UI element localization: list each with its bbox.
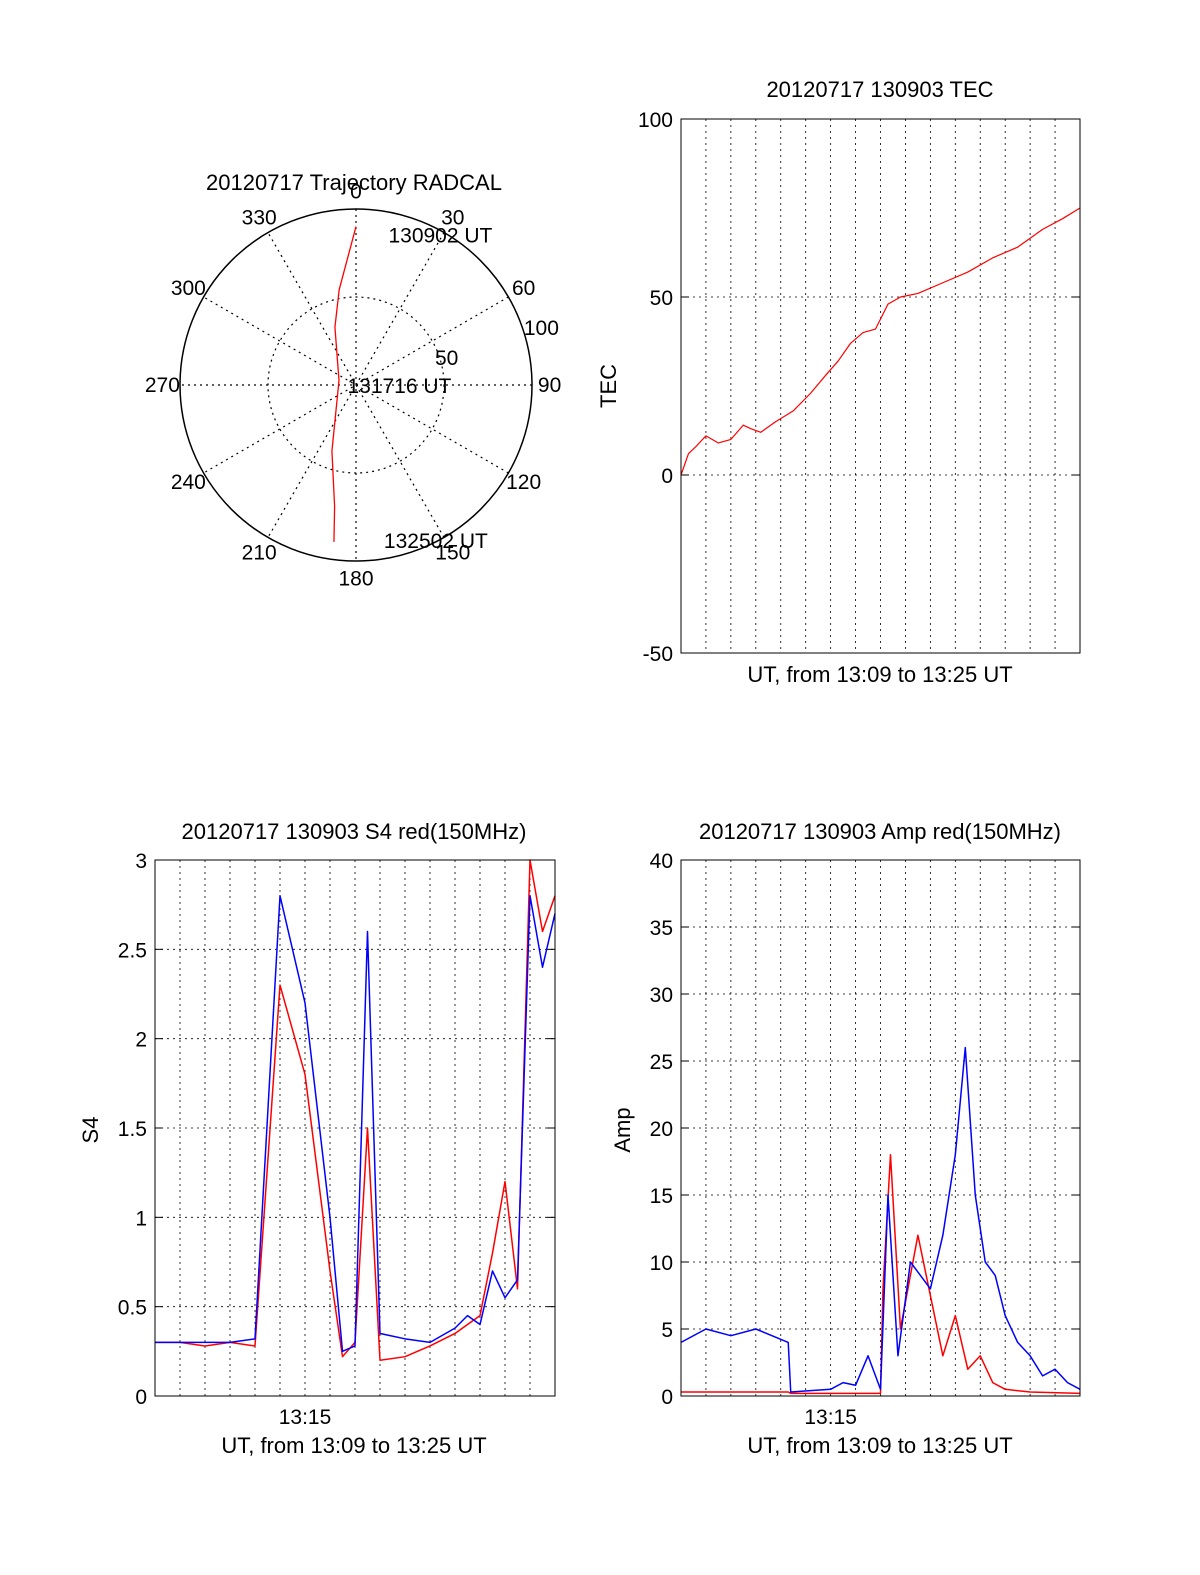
- trajectory-annotations: 130902 UT 131716 UT 132502 UT: [347, 225, 492, 553]
- series-line-blue: [155, 894, 556, 1353]
- trajectory-polar-chart: 20120717 Trajectory RADCAL 0 30 60 90 120 150…: [145, 170, 561, 591]
- tec-yticks: -50 0 50 100: [638, 109, 1080, 666]
- y-tick-label: 1: [135, 1207, 147, 1230]
- series-line-blue: [680, 1046, 1081, 1393]
- polar-angle-tick-label: 270: [145, 374, 180, 397]
- polar-angle-tick-label: 120: [506, 471, 541, 494]
- amp-ylabel: Amp: [610, 1107, 635, 1152]
- y-tick-label: -50: [643, 643, 673, 666]
- s4-ylabel: S4: [78, 1117, 103, 1144]
- polar-angle-tick-label: 210: [242, 542, 277, 565]
- polar-angle-tick-label: 300: [171, 277, 206, 300]
- s4-xlabel: UT, from 13:09 to 13:25 UT: [221, 1433, 486, 1458]
- y-tick-label: 5: [661, 1319, 673, 1342]
- series-line-red: [681, 1154, 1081, 1395]
- y-tick-label: 2: [135, 1029, 147, 1052]
- y-tick-label: 2.5: [118, 939, 147, 962]
- tec-chart: 20120717 130903 TEC UT, from 13:09 to 13…: [596, 77, 1081, 687]
- tec-grid: [681, 119, 1080, 653]
- tec-ylabel: TEC: [596, 364, 621, 408]
- y-tick-label: 30: [650, 984, 673, 1007]
- y-tick-label: 0: [661, 465, 673, 488]
- series-line-red: [155, 859, 556, 1362]
- y-tick-label: 25: [650, 1051, 673, 1074]
- polar-angle-tick-label: 240: [171, 471, 206, 494]
- s4-title: 20120717 130903 S4 red(150MHz): [182, 819, 527, 844]
- series-line-red: [680, 207, 1081, 476]
- polar-radial-tick-label: 50: [435, 347, 458, 370]
- y-tick-label: 20: [650, 1118, 673, 1141]
- trajectory-time-label: 131716 UT: [347, 375, 451, 398]
- x-tick-label: 13:15: [804, 1406, 857, 1429]
- polar-angle-tick-label: 90: [538, 374, 561, 397]
- polar-angle-tick-label: 180: [338, 568, 373, 591]
- polar-angle-tick-label: 60: [512, 277, 535, 300]
- y-tick-label: 40: [650, 850, 673, 873]
- y-tick-label: 3: [135, 850, 147, 873]
- amp-chart: 20120717 130903 Amp red(150MHz) UT, from…: [610, 819, 1081, 1458]
- tec-plot-frame: [680, 118, 1081, 654]
- tec-xlabel: UT, from 13:09 to 13:25 UT: [747, 662, 1012, 687]
- s4-grid: [155, 860, 555, 1396]
- y-tick-label: 15: [650, 1185, 673, 1208]
- polar-angle-tick-label: 330: [242, 206, 277, 229]
- y-tick-label: 0: [135, 1386, 147, 1409]
- trajectory-time-label: 130902 UT: [388, 225, 492, 248]
- polar-spoke: [267, 232, 445, 538]
- y-tick-label: 35: [650, 917, 673, 940]
- amp-series: [680, 1046, 1081, 1395]
- y-tick-label: 1.5: [118, 1118, 147, 1141]
- trajectory-title: 20120717 Trajectory RADCAL: [206, 170, 502, 195]
- y-tick-label: 0: [661, 1386, 673, 1409]
- amp-title: 20120717 130903 Amp red(150MHz): [699, 819, 1061, 844]
- amp-ticks: 0 5 10 15 20 25 30 35 40 13:15: [650, 850, 1080, 1429]
- polar-angle-tick-label: 0: [350, 180, 362, 203]
- y-tick-label: 50: [650, 287, 673, 310]
- s4-plot-frame: [154, 859, 556, 1397]
- amp-xlabel: UT, from 13:09 to 13:25 UT: [747, 1433, 1012, 1458]
- s4-series: [155, 859, 556, 1362]
- polar-angle-tick-label: 150: [435, 542, 470, 565]
- polar-radial-tick-label: 100: [524, 317, 559, 340]
- amp-plot-frame: [680, 859, 1081, 1397]
- polar-angle-tick-label: 30: [441, 206, 464, 229]
- trajectory-time-label: 132502 UT: [384, 530, 488, 553]
- x-tick-label: 13:15: [279, 1406, 332, 1429]
- tec-title: 20120717 130903 TEC: [766, 77, 993, 102]
- tec-series: [680, 207, 1081, 476]
- polar-radial-ticks: 50 100: [435, 317, 559, 370]
- trajectory-series: [331, 226, 357, 542]
- y-tick-label: 100: [638, 109, 673, 132]
- polar-angle-ticks: 0 30 60 90 120 150 180 210 240 270 300 330: [145, 180, 561, 590]
- trajectory-line: [331, 226, 357, 542]
- s4-ticks: 0 0.5 1 1.5 2 2.5 3 13:15: [118, 850, 555, 1429]
- amp-grid: [681, 860, 1080, 1396]
- polar-grid: [179, 208, 533, 562]
- y-tick-label: 10: [650, 1252, 673, 1275]
- s4-chart: 20120717 130903 S4 red(150MHz) UT, from …: [78, 819, 556, 1458]
- y-tick-label: 0.5: [118, 1297, 147, 1320]
